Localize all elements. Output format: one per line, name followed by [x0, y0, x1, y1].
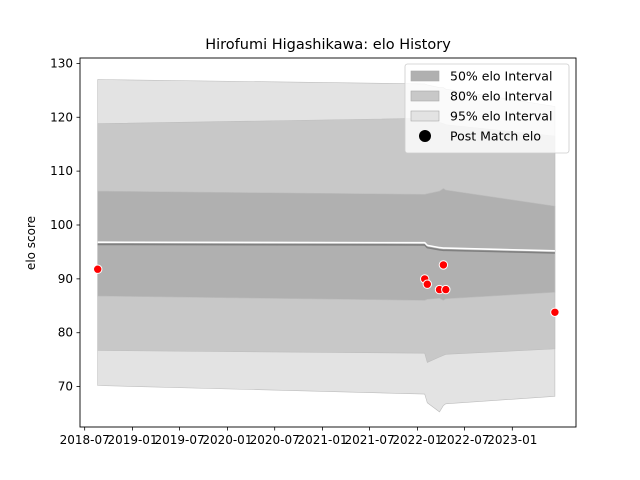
post-match-point-0 [93, 264, 103, 274]
x-tick-label: 2023-01 [487, 433, 537, 447]
post-match-point-5 [441, 284, 451, 295]
legend-label: 95% elo Interval [450, 109, 552, 124]
legend-label: 50% elo Interval [450, 69, 552, 84]
x-tick-label: 2022-07 [439, 433, 489, 447]
legend-swatch [410, 110, 440, 122]
chart-title: Hirofumi Higashikawa: elo History [205, 37, 451, 53]
legend-swatch [410, 90, 440, 102]
y-tick-label: 80 [58, 326, 73, 340]
x-tick-label: 2022-01 [392, 433, 442, 447]
y-axis-label: elo score [24, 216, 38, 270]
y-tick-label: 70 [58, 380, 73, 394]
legend-label: Post Match elo [450, 129, 541, 144]
legend: 50% elo Interval 80% elo Interval 95% elo … [404, 63, 570, 154]
x-tick-label: 2019-07 [154, 433, 204, 447]
y-tick-label: 90 [58, 272, 73, 286]
y-tick-label: 110 [50, 164, 73, 178]
x-tick-label: 2019-01 [107, 433, 157, 447]
legend-box [404, 63, 570, 154]
match-points [93, 260, 560, 317]
legend-marker [419, 130, 431, 142]
x-tick-label: 2018-07 [60, 433, 110, 447]
post-match-point-2 [422, 279, 432, 289]
x-tick-label: 2021-01 [297, 433, 347, 447]
y-tick-label: 100 [50, 218, 73, 232]
mean-elo-line [97, 243, 555, 254]
legend-swatch [410, 70, 440, 82]
post-match-point-4 [438, 260, 449, 270]
x-tick-label: 2021-07 [345, 433, 395, 447]
legend-label: 80% elo Interval [450, 89, 552, 104]
plot-frame [79, 57, 577, 428]
x-axis-ticks: 2018-072019-012019-072020-012020-072021-… [60, 427, 537, 447]
mean-lines [97, 241, 555, 254]
y-axis-ticks: 70 80 90 100 110 120 130 [50, 56, 80, 394]
x-tick-label: 2020-01 [202, 433, 252, 447]
y-tick-label: 120 [50, 110, 73, 124]
post-match-point-6 [550, 307, 560, 317]
mean-elo-highlight-line [97, 241, 555, 252]
y-tick-label: 130 [50, 56, 73, 70]
x-tick-label: 2020-07 [250, 433, 300, 447]
